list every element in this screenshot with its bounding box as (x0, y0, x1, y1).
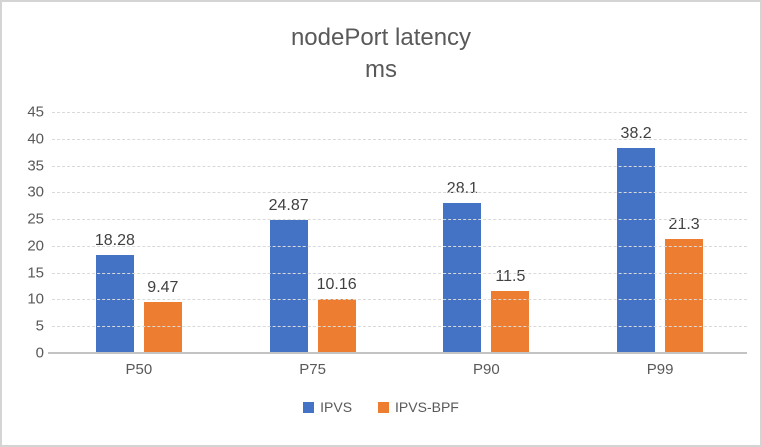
gridline-15 (52, 272, 747, 274)
y-tick-label-20: 20 (27, 237, 44, 255)
y-tick-label-35: 35 (27, 157, 44, 175)
x-axis-labels: P50 P75 P90 P99 (52, 361, 747, 378)
y-tick-label-5: 5 (35, 317, 44, 335)
chart-title: nodePort latency ms (2, 22, 760, 86)
bar-value-label: 18.28 (94, 232, 135, 250)
bar-ipvs-bpf-p75: 10.16 (317, 276, 357, 353)
x-axis-line (48, 352, 747, 354)
bar-value-label: 38.2 (620, 125, 652, 143)
bar-value-label: 9.47 (147, 279, 179, 297)
bar-ipvs-p75: 24.87 (269, 197, 309, 353)
bar-ipvs-p50: 18.28 (95, 232, 135, 353)
chart-title-line2: ms (365, 56, 397, 83)
chart-title-line1: nodePort latency (290, 24, 472, 51)
legend-swatch-ipvs (303, 401, 315, 413)
gridline-25 (52, 219, 747, 221)
gridline-20 (52, 245, 747, 247)
gridline-45 (52, 112, 747, 113)
legend-item-ipvs-bpf: IPVS-BPF (378, 399, 459, 415)
y-tick-label-45: 45 (27, 103, 44, 121)
bar-value-label: 10.16 (316, 275, 357, 293)
gridline-5 (52, 326, 747, 328)
bar-ipvs-bpf-p50: 9.47 (143, 279, 182, 353)
legend-label-ipvs: IPVS (320, 399, 353, 415)
gridline-35 (52, 165, 747, 167)
gridline-10 (52, 299, 747, 301)
bar-ipvs-p90: 28.1 (443, 180, 482, 353)
legend-item-ipvs: IPVS (303, 399, 352, 415)
gridline-40 (52, 138, 747, 140)
legend: IPVS IPVS-BPF (2, 399, 760, 415)
bar-group-p75: 24.87 10.16 (226, 112, 400, 353)
bar-group-p99: 38.2 21.3 (573, 112, 747, 353)
bar-ipvs-p99: 38.2 (617, 125, 656, 353)
y-tick-label-25: 25 (27, 210, 44, 228)
x-category-label-p99: P99 (646, 361, 674, 378)
x-category-label-p90: P90 (473, 361, 500, 378)
y-axis: 45 40 35 30 25 20 15 10 5 0 (2, 104, 44, 362)
bar-group-p50: 18.28 9.47 (52, 112, 226, 353)
x-category-label-p50: P50 (125, 361, 153, 378)
bar-value-label: 11.5 (495, 268, 526, 286)
legend-label-ipvs-bpf: IPVS-BPF (395, 399, 459, 415)
plot-area: 18.28 9.47 24.87 10.16 28.1 11.5 38.2 21.3 (48, 112, 747, 354)
y-tick-label-10: 10 (27, 290, 44, 308)
y-tick-label-15: 15 (27, 264, 44, 282)
x-category-label-p75: P75 (299, 361, 326, 378)
bar-ipvs-bpf-p90: 11.5 (491, 268, 530, 353)
y-tick-label-30: 30 (27, 183, 44, 201)
y-tick-label-40: 40 (27, 130, 44, 148)
bar-group-p90: 28.1 11.5 (400, 112, 574, 353)
bar-ipvs-bpf-p99: 21.3 (665, 216, 704, 353)
bar-value-label: 24.87 (268, 196, 309, 214)
bar-value-label: 28.1 (446, 179, 478, 197)
bar-groups: 18.28 9.47 24.87 10.16 28.1 11.5 38.2 21.3 (52, 112, 747, 353)
y-tick-label-0: 0 (35, 344, 44, 362)
gridline-30 (52, 192, 747, 194)
bar-value-label: 21.3 (668, 215, 700, 233)
legend-swatch-ipvs-bpf (378, 401, 390, 413)
